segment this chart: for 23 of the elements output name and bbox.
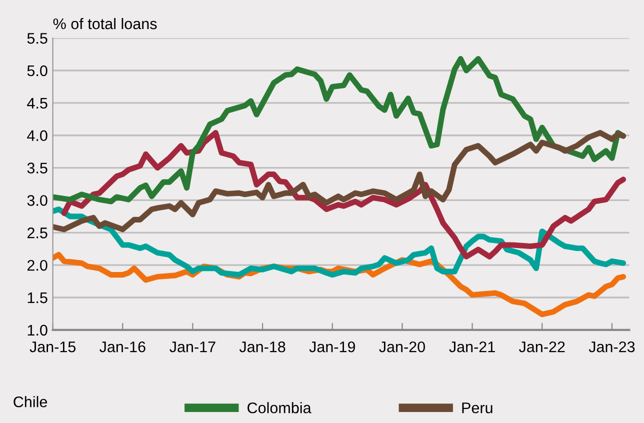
- x-tick-label: Jan-16: [100, 341, 146, 352]
- legend-label: Colombia: [248, 402, 312, 414]
- y-tick-label: 5.5: [27, 33, 48, 44]
- x-tick-label: Jan-15: [30, 342, 76, 352]
- y-tick-label: 1.5: [28, 292, 48, 304]
- x-tick-label: Jan-17: [170, 342, 216, 352]
- y-tick-label: 5.0: [27, 65, 48, 76]
- x-tick-label: Jan-22: [519, 341, 565, 352]
- x-tick-label: Jan-20: [379, 341, 425, 352]
- text: Chile: [14, 396, 48, 408]
- y-tick-label: 4.5: [27, 98, 48, 109]
- y-axis-title: % of total loans: [53, 18, 157, 30]
- y-tick-label: 2.5: [27, 228, 48, 238]
- y-tick-label: 2.0: [27, 260, 48, 271]
- x-tick-label: Jan-23: [588, 341, 635, 352]
- y-tick-label: 4.0: [27, 130, 48, 142]
- legend-label: Peru: [462, 402, 492, 414]
- x-tick-label: Jan-21: [449, 341, 495, 352]
- y-tick-label: 3.5: [27, 162, 48, 174]
- x-tick-label: Jan-19: [309, 341, 356, 352]
- x-tick-label: Jan-18: [239, 341, 286, 352]
- y-tick-label: 3.0: [27, 195, 48, 206]
- y-tick-label: 1.0: [28, 324, 48, 336]
